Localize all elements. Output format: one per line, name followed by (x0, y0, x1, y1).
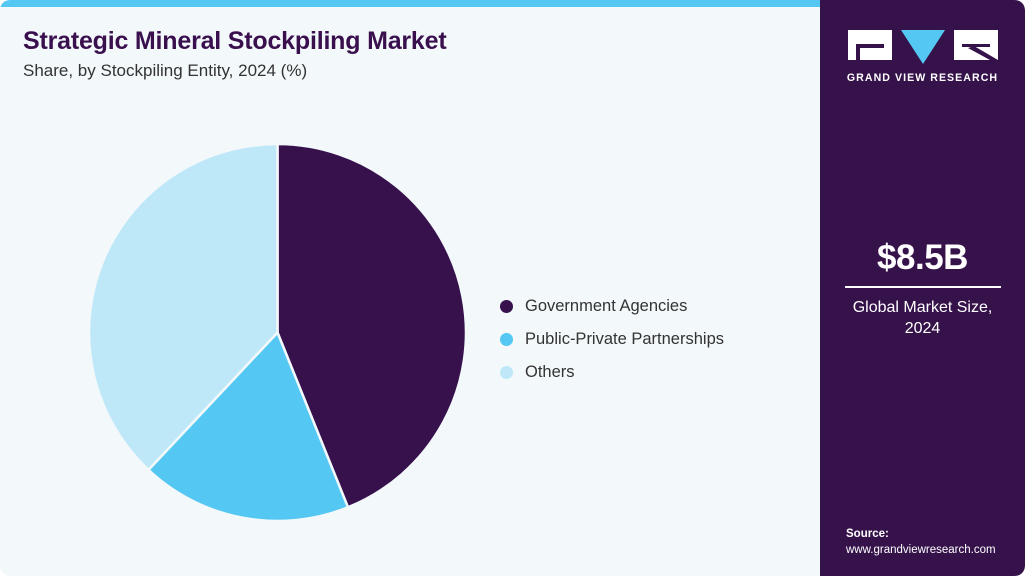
source-url[interactable]: www.grandviewresearch.com (846, 544, 996, 556)
pie-chart (85, 140, 470, 525)
legend-swatch-icon (500, 333, 513, 346)
legend-swatch-icon (500, 366, 513, 379)
stat-caption-line2: 2024 (904, 320, 941, 337)
main-panel: Strategic Mineral Stockpiling Market Sha… (0, 7, 823, 576)
chart-legend: Government Agencies Public-Private Partn… (500, 290, 800, 389)
brand-side-panel: GRAND VIEW RESEARCH $8.5B Global Market … (820, 0, 1025, 576)
source-block: Source: www.grandviewresearch.com (846, 526, 1025, 558)
legend-swatch-icon (500, 300, 513, 313)
stat-value: $8.5B (877, 238, 968, 277)
legend-item-others[interactable]: Others (500, 356, 800, 389)
pie-slice[interactable] (87, 142, 279, 472)
legend-item-label: Others (525, 363, 575, 381)
legend-item-government-agencies[interactable]: Government Agencies (500, 290, 800, 323)
top-accent-bar (0, 0, 823, 7)
source-label: Source: (846, 528, 889, 540)
pie-chart-svg (87, 142, 468, 523)
legend-item-label: Public-Private Partnerships (525, 330, 724, 348)
page-subtitle: Share, by Stockpiling Entity, 2024 (%) (23, 61, 308, 80)
pie-slice[interactable] (276, 142, 468, 509)
brand-logo: GRAND VIEW RESEARCH (820, 28, 1025, 84)
page-title: Strategic Mineral Stockpiling Market (23, 27, 447, 55)
stat-divider (844, 286, 1001, 288)
pie-slice[interactable] (146, 330, 350, 523)
legend-item-public-private-partnerships[interactable]: Public-Private Partnerships (500, 323, 800, 356)
legend-item-label: Government Agencies (525, 297, 688, 315)
pie-slice-group (87, 142, 468, 523)
market-size-stat: $8.5B Global Market Size, 2024 (820, 238, 1025, 339)
stat-caption-line1: Global Market Size, (852, 299, 993, 316)
gvr-logo-icon (847, 30, 998, 64)
stat-caption: Global Market Size, 2024 (820, 297, 1025, 339)
brand-logo-text: GRAND VIEW RESEARCH (846, 72, 999, 84)
